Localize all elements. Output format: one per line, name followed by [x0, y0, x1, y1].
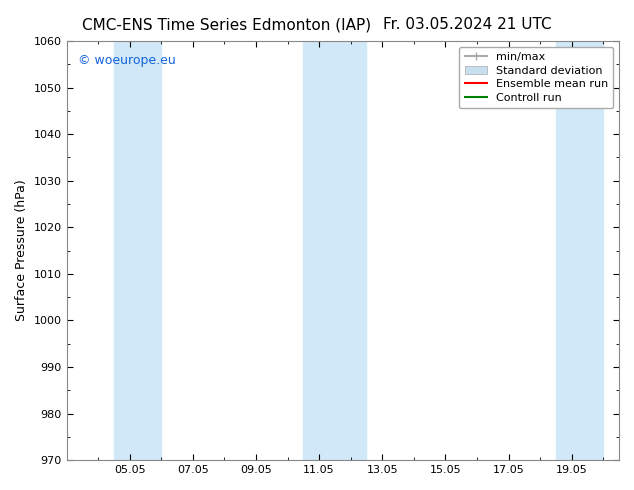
- Bar: [303, 41, 366, 460]
- Text: © woeurope.eu: © woeurope.eu: [77, 53, 176, 67]
- Legend: min/max, Standard deviation, Ensemble mean run, Controll run: min/max, Standard deviation, Ensemble me…: [459, 47, 614, 108]
- Text: CMC-ENS Time Series Edmonton (IAP): CMC-ENS Time Series Edmonton (IAP): [82, 17, 372, 32]
- Y-axis label: Surface Pressure (hPa): Surface Pressure (hPa): [15, 180, 28, 321]
- Bar: [114, 41, 161, 460]
- Bar: [556, 41, 603, 460]
- Text: Fr. 03.05.2024 21 UTC: Fr. 03.05.2024 21 UTC: [383, 17, 552, 32]
